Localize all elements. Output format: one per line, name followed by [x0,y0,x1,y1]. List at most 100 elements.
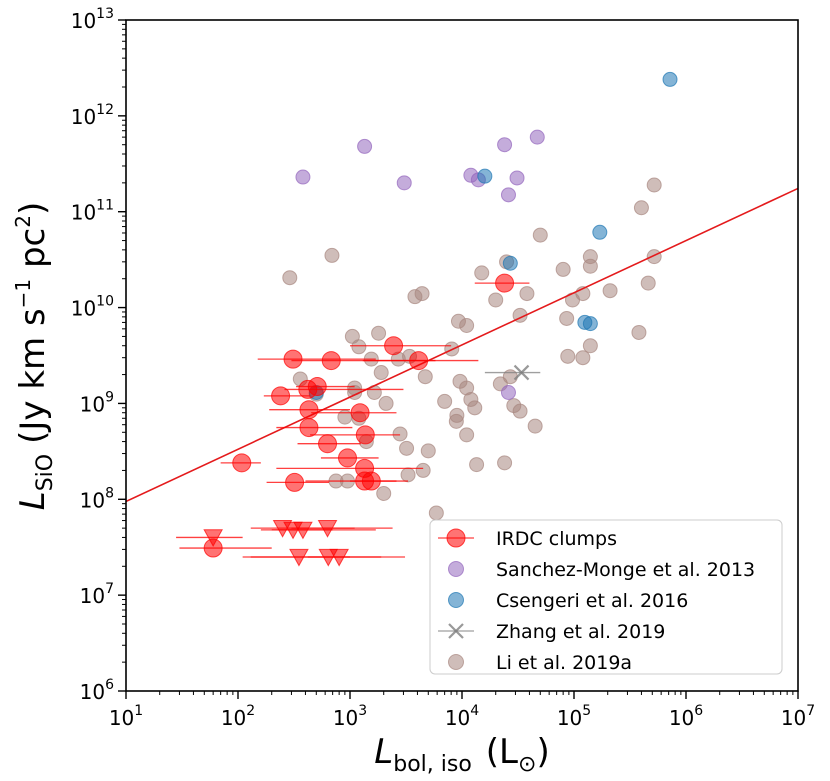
data-point [582,316,598,332]
data-point [662,71,678,87]
data-point [376,485,392,501]
data-point [497,455,513,471]
data-point [399,440,415,456]
legend-label: Li et al. 2019a [496,652,632,674]
data-point [285,472,305,492]
data-point [420,443,436,459]
legend-label: Csengeri et al. 2016 [496,590,688,612]
data-point [307,377,327,397]
data-point [415,462,431,478]
data-point [502,369,518,385]
data-point [283,349,303,369]
data-point [519,286,535,302]
data-point [378,395,394,411]
data-point [351,339,367,355]
data-point [371,325,387,341]
data-point [469,457,485,473]
series-irdc-clumps [179,273,530,558]
upper-limit-point [293,521,313,540]
legend-marker [448,654,464,670]
legend-item: Li et al. 2019a [448,652,632,674]
x-tick-label: 106 [669,703,703,730]
data-point [409,351,429,371]
data-point [513,364,530,381]
data-point [575,350,591,366]
upper-limit-point [317,519,338,538]
data-point [400,467,416,483]
data-point [592,224,608,240]
data-point [646,177,662,193]
y-tick-label: 109 [80,389,114,416]
legend-item: Csengeri et al. 2016 [448,590,688,612]
series-sanchez-monge-et-al-2013 [295,129,545,401]
upper-limit-point [203,529,224,548]
data-point [477,168,493,184]
data-point [500,385,516,401]
y-tick-label: 1010 [71,294,114,321]
legend-label: IRDC clumps [496,528,617,550]
data-point [428,505,444,521]
data-point [338,448,358,468]
x-tick-label: 107 [781,703,815,730]
data-point [602,283,618,299]
data-point [559,310,575,326]
y-tick-label: 1011 [71,198,114,225]
legend-marker [448,592,464,608]
data-point [633,200,649,216]
y-axis-label: LSiO(Jy km s−1 pc2) [11,202,58,511]
data-point [560,348,576,364]
data-point [324,247,340,263]
data-point [392,426,408,442]
legend-label: Zhang et al. 2019 [496,621,665,643]
data-point [282,270,298,286]
y-tick-label: 1013 [71,6,114,33]
legend-item: Zhang et al. 2019 [438,621,665,643]
y-tick-label: 106 [80,677,114,704]
series-zhang-et-al-2019 [484,364,541,381]
legend-marker [448,561,464,577]
data-point [203,538,223,558]
data-point [414,286,430,302]
y-tick-label: 107 [80,581,114,608]
legend-marker [448,623,464,639]
data-point [417,369,433,385]
data-point [321,351,341,371]
data-point [271,386,291,406]
data-point [373,365,389,381]
data-point [361,471,381,491]
legend-item: Sanchez-Monge et al. 2013 [448,559,755,581]
data-point [299,418,319,438]
legend-marker [446,528,466,548]
data-point [295,169,311,185]
data-point [299,400,319,420]
data-point [495,273,515,293]
x-tick-label: 105 [557,703,591,730]
data-point [509,170,525,186]
data-point [631,324,647,340]
data-point [467,400,483,416]
data-point [582,338,598,354]
x-tick-label: 101 [109,703,143,730]
data-point [646,249,662,265]
y-tick-label: 108 [80,485,114,512]
legend-item: IRDC clumps [438,528,617,550]
data-point [350,403,370,423]
data-point [512,403,528,419]
data-point [448,413,464,429]
data-point [459,427,475,443]
series-li-et-al-2019a [282,177,662,521]
data-point [232,453,252,473]
data-point [497,137,513,153]
data-point [384,336,404,356]
data-point [500,187,516,203]
legend: IRDC clumps Sanchez-Monge et al. 2013 Csen… [429,519,783,675]
data-point [529,129,545,145]
data-point [474,265,490,281]
data-point [582,249,598,265]
data-point [527,418,543,434]
legend-label: Sanchez-Monge et al. 2013 [496,559,755,581]
y-tick-label: 1012 [71,102,114,129]
x-tick-label: 103 [333,703,367,730]
data-point [459,318,475,334]
